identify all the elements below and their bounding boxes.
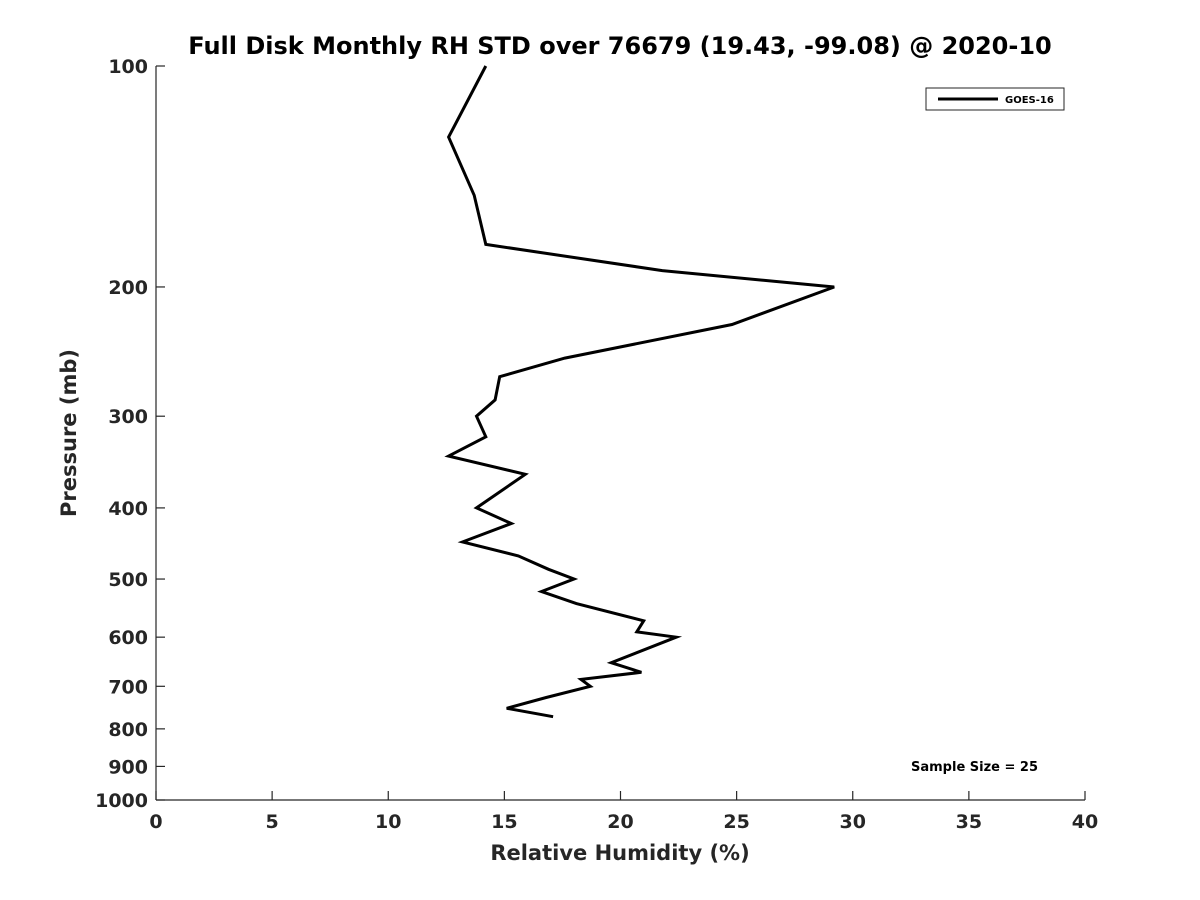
x-tick-label: 20	[607, 811, 633, 833]
series-layer	[444, 65, 835, 719]
x-tick-label: 40	[1072, 811, 1098, 833]
y-tick-label: 500	[108, 569, 148, 591]
plot-area: 0 5 10 15 20 25 30 35 40 100 200 300 400 500 600 700 80…	[95, 56, 1098, 833]
y-tick-label: 900	[108, 756, 148, 778]
x-tick-label: 25	[723, 811, 749, 833]
y-tick-label: 200	[108, 277, 148, 299]
y-tick-label: 600	[108, 627, 148, 649]
series-line-goes-16	[444, 65, 835, 719]
sample-size-annotation: Sample Size = 25	[911, 760, 1038, 775]
x-tick-label: 15	[491, 811, 517, 833]
legend: GOES-16	[925, 87, 1065, 111]
x-tick-label: 5	[266, 811, 279, 833]
y-tick-label: 1000	[95, 790, 148, 812]
y-tick-label: 300	[108, 406, 148, 428]
x-ticks: 0 5 10 15 20 25 30 35 40	[149, 791, 1098, 833]
x-axis-label: Relative Humidity (%)	[490, 841, 749, 865]
x-tick-label: 10	[375, 811, 401, 833]
y-tick-label: 400	[108, 498, 148, 520]
y-ticks: 100 200 300 400 500 600 700 800 900 1000	[95, 56, 165, 812]
x-tick-label: 0	[149, 811, 162, 833]
y-tick-label: 700	[108, 676, 148, 698]
x-tick-label: 35	[956, 811, 982, 833]
chart-title: Full Disk Monthly RH STD over 76679 (19.…	[188, 32, 1051, 60]
legend-entry-label: GOES-16	[1005, 95, 1054, 106]
y-axis-label: Pressure (mb)	[57, 349, 81, 517]
x-tick-label: 30	[840, 811, 866, 833]
y-tick-label: 800	[108, 719, 148, 741]
y-tick-label: 100	[108, 56, 148, 78]
